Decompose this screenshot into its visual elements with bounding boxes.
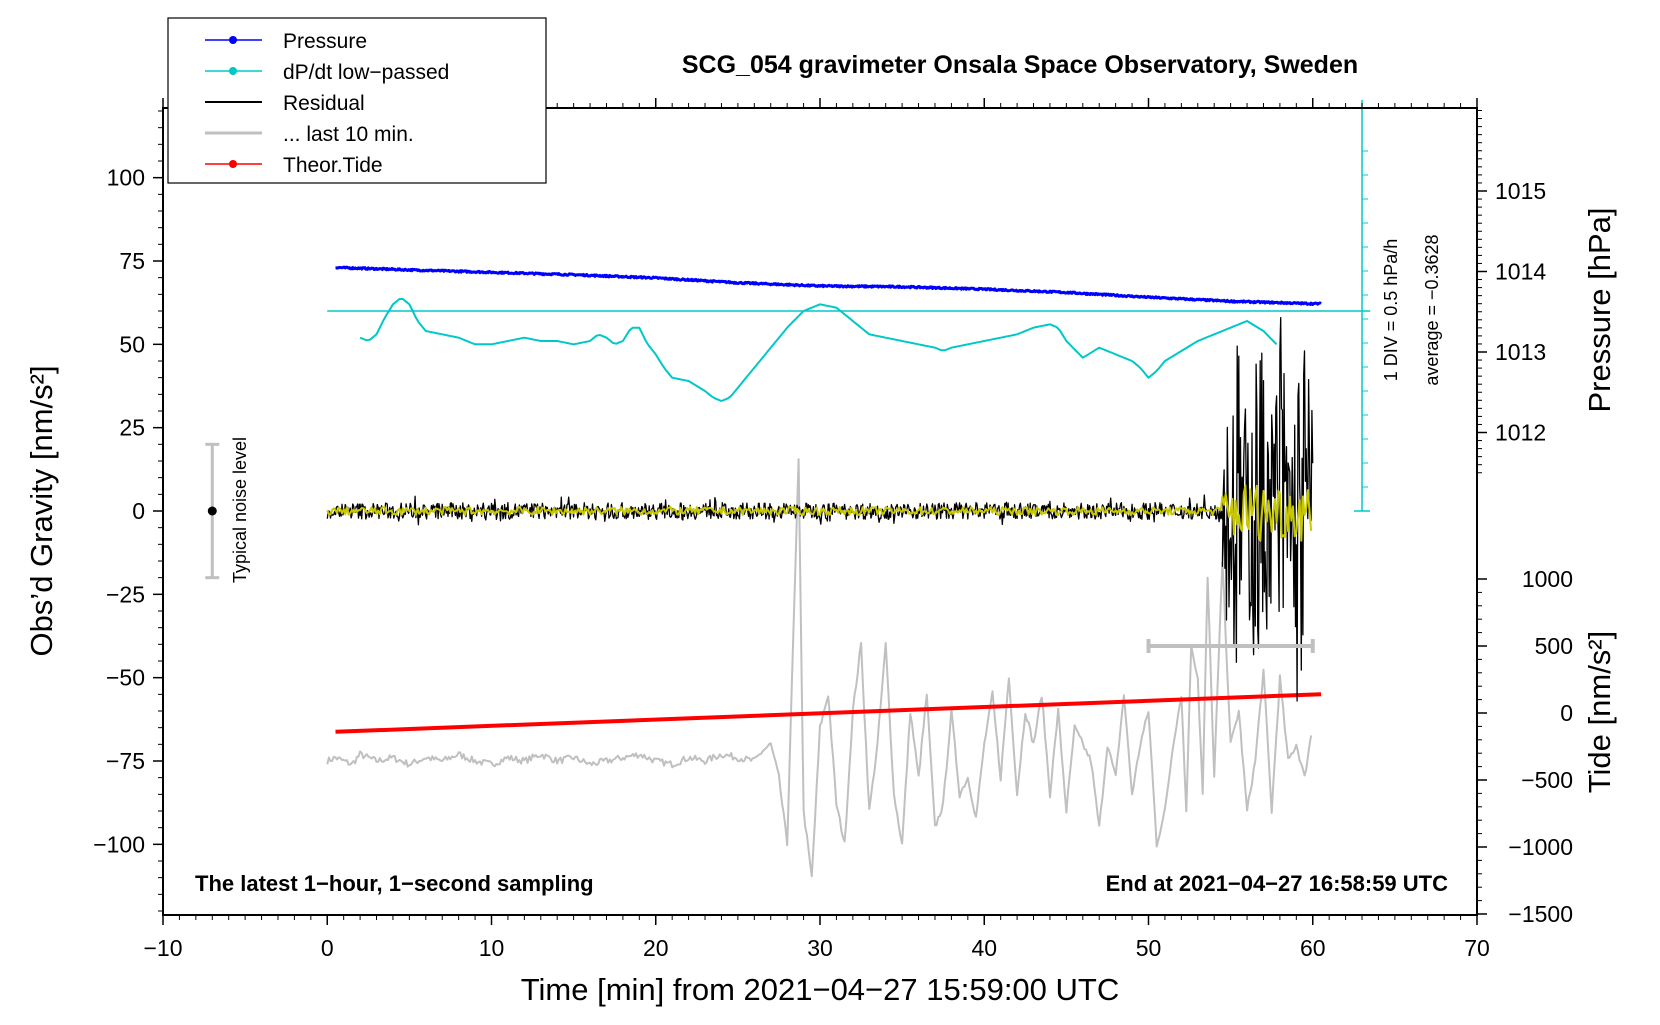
series-residual-smoothed (326, 484, 1313, 542)
series-theor-tide (335, 692, 1322, 734)
legend-label: ... last 10 min. (283, 123, 414, 146)
legend-label: Theor.Tide (283, 154, 383, 177)
tide-tick-label: −1000 (1508, 834, 1573, 860)
tide-tick-label: −500 (1521, 767, 1573, 793)
y-left-tick-label: −50 (106, 665, 145, 691)
y-left-tick-label: −100 (93, 831, 145, 857)
x-tick-label: 60 (1300, 935, 1326, 961)
y-axis-tide-title: Tide [nm/s²] (1582, 631, 1617, 794)
legend-box (167, 17, 547, 184)
x-tick-label: 20 (643, 935, 669, 961)
x-tick-label: 0 (321, 935, 334, 961)
series-pressure (334, 265, 1322, 306)
annotation-sampling: The latest 1−hour, 1−second sampling (195, 871, 594, 896)
y-left-tick-label: 50 (119, 331, 145, 357)
tide-tick-label: 1000 (1522, 566, 1573, 592)
y-left-tick-label: −25 (106, 581, 145, 607)
legend: Pressure dP/dt low−passed Residual ... last… (167, 17, 547, 184)
x-tick-label: 40 (971, 935, 997, 961)
pressure-tick-label: 1012 (1495, 420, 1546, 446)
x-tick-label: 30 (807, 935, 833, 961)
pressure-tick-label: 1015 (1495, 178, 1546, 204)
y-left-tick-label: 75 (119, 248, 145, 274)
x-tick-label: −10 (143, 935, 182, 961)
legend-label: Residual (283, 92, 365, 115)
series-dpdt (359, 298, 1278, 402)
noise-bar-center-dot (207, 506, 217, 516)
y-left-tick-label: 25 (119, 415, 145, 441)
dpdt-average-label: average = −0.3628 (1422, 234, 1442, 385)
pressure-tick-label: 1014 (1495, 259, 1546, 285)
legend-swatch-marker (229, 36, 237, 44)
legend-label: Pressure (283, 30, 367, 53)
legend-swatch-marker (229, 67, 237, 75)
series-layer (205, 100, 1371, 878)
tide-tick-label: 0 (1560, 700, 1573, 726)
tide-tick-label: −1500 (1508, 901, 1573, 927)
series-last-10-min (326, 458, 1313, 878)
legend-label: dP/dt low−passed (283, 61, 449, 84)
y-left-tick-label: 0 (132, 498, 145, 524)
tide-tick-label: 500 (1535, 633, 1573, 659)
x-axis-title: Time [min] from 2021−04−27 15:59:00 UTC (521, 972, 1120, 1007)
y-axis-left-title: Obs’d Gravity [nm/s²] (24, 365, 59, 656)
ticks-layer: −10 0 10 20 30 40 50 60 701007550250−25−50−75−10… (93, 98, 1573, 961)
noise-level-label: Typical noise level (230, 437, 250, 583)
x-tick-label: 50 (1136, 935, 1162, 961)
legend-swatch-marker (229, 160, 237, 168)
y-axis-pressure-title: Pressure [hPa] (1582, 207, 1617, 412)
legend-entries: Pressure dP/dt low−passed Residual ... last… (205, 30, 449, 177)
dpdt-scale-label: 1 DIV = 0.5 hPa/h (1381, 239, 1401, 382)
chart-title: SCG_054 gravimeter Onsala Space Observat… (682, 51, 1358, 79)
y-left-tick-label: −75 (106, 748, 145, 774)
pressure-tick-label: 1013 (1495, 339, 1546, 365)
series-residual (326, 317, 1314, 702)
x-tick-label: 70 (1464, 935, 1490, 961)
x-tick-label: 10 (479, 935, 505, 961)
annotation-end-time: End at 2021−04−27 16:58:59 UTC (1106, 871, 1449, 896)
y-left-tick-label: 100 (107, 165, 145, 191)
